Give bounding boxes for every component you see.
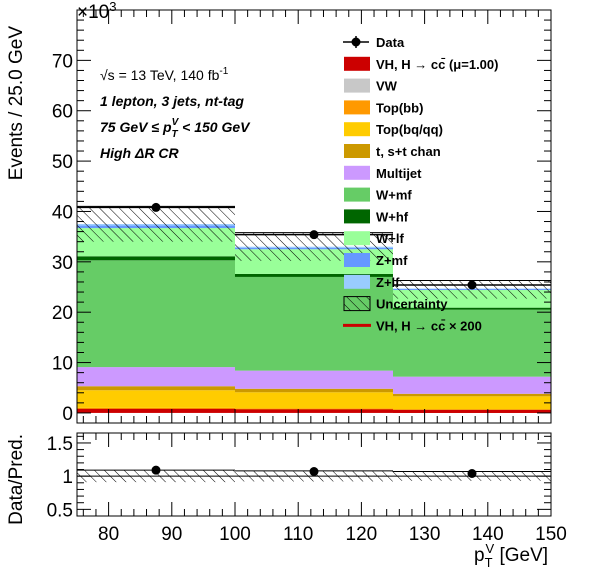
x-tick-labels: 80 90 100 110 120 130 140 150 (98, 524, 567, 545)
data-point-bin1 (309, 230, 319, 240)
legend-marker-data (351, 37, 361, 47)
stack-bar-w-mf-bin0 (77, 260, 235, 368)
main-ytick-label: 50 (52, 152, 73, 173)
data-point-bin2 (467, 280, 477, 290)
ratio-ytick-label: 1 (62, 467, 73, 488)
legend-swatch-vh-h-cc-1-00- (344, 56, 370, 71)
main-x-axis (82, 10, 552, 423)
legend-swatch-uncertainty (343, 296, 371, 312)
main-ytick-label: 30 (52, 253, 73, 274)
stack-bar-top-bb--bin1 (235, 408, 393, 410)
legend-swatch-z-mf (344, 253, 370, 267)
stack-bar-t-s-t-chan-bin1 (235, 388, 393, 393)
ratio-x-axis (82, 433, 552, 516)
main-ytick-label: 60 (52, 102, 73, 123)
legend-label-z-mf: Z+mf (376, 253, 408, 268)
stack-bar-top-bq-qq--bin1 (235, 392, 393, 409)
data-point-bin0 (151, 202, 161, 212)
xtick-label: 100 (219, 524, 251, 545)
ratio-point-bin1 (309, 467, 319, 477)
legend-label-w-hf: W+hf (376, 209, 409, 224)
main-y-axis: 0 10 20 30 40 50 60 70 (52, 19, 551, 425)
annotation-ptv-range: 75 GeV ≤ pTV < 150 GeV (100, 117, 251, 140)
ratio-point-bin2 (467, 469, 477, 479)
legend-swatch-multijet (344, 165, 370, 180)
stack-bar-w-hf-bin1 (235, 273, 393, 277)
legend-swatch-w-hf (344, 209, 370, 224)
legend-label-w-mf: W+mf (376, 188, 412, 203)
stack-bar-w-mf-bin2 (393, 309, 551, 377)
annotation-energy: √s = 13 TeV, 140 fb-1 (100, 66, 229, 83)
legend-swatch-top-bb- (344, 100, 370, 115)
main-ytick-label: 10 (52, 354, 73, 375)
stack-bar-w-hf-bin2 (393, 307, 551, 310)
xtick-label: 110 (283, 524, 313, 545)
xtick-label: 140 (472, 524, 504, 545)
legend-label-top-bq-qq-: Top(bq/qq) (376, 122, 443, 137)
exponent-label: ×103 (77, 0, 116, 23)
ratio-ytick-label: 1.5 (47, 434, 73, 455)
legend-label-t-s-t-chan: t, s+t chan (376, 144, 441, 159)
main-ytick-label: 40 (52, 202, 73, 223)
stack-bar-top-bq-qq--bin0 (77, 390, 235, 408)
legend-label-z-lf: Z+lf (376, 275, 400, 290)
stack-bar-top-bb--bin0 (77, 407, 235, 410)
legend-swatch-w-lf (344, 231, 370, 246)
main-ytick-label: 0 (62, 404, 73, 425)
legend-swatch-z-lf (344, 274, 370, 289)
legend: Data VH, H → cc̄ (μ=1.00) VW Top(bb) Top(bq/… (343, 35, 498, 333)
main-ytick-label: 70 (52, 51, 73, 72)
stack-bar-t-s-t-chan-bin2 (393, 393, 551, 397)
annotation-cr: High ΔR CR (100, 145, 180, 161)
legend-label-data: Data (376, 35, 405, 50)
legend-swatch-w-mf (344, 187, 370, 202)
ratio-point-bin0 (151, 465, 161, 475)
xtick-label: 80 (98, 524, 119, 545)
legend-label-w-lf: W+lf (376, 231, 404, 246)
main-frame (76, 9, 552, 424)
stack-bar-top-bq-qq--bin2 (393, 396, 551, 410)
stack-bar-multijet-bin2 (393, 376, 551, 394)
stack-bar-t-s-t-chan-bin0 (77, 386, 235, 391)
stack-bar-w-hf-bin0 (77, 256, 235, 261)
stack-bar-w-mf-bin1 (235, 276, 393, 371)
xtick-label: 120 (346, 524, 378, 545)
legend-label-multijet: Multijet (376, 166, 422, 181)
main-y-title: Events / 25.0 GeV (6, 26, 27, 181)
stack-bar-multijet-bin0 (77, 367, 235, 387)
xtick-label: 90 (161, 524, 182, 545)
legend-swatch-vw (344, 78, 370, 93)
ratio-frame (76, 432, 552, 517)
xtick-label: 150 (535, 524, 567, 545)
legend-label-vh-h-cc-200: VH, H → cc̄ × 200 (376, 318, 482, 333)
legend-label-vw: VW (376, 79, 398, 94)
ratio-y-title: Data/Pred. (6, 434, 27, 525)
legend-label-uncertainty: Uncertainty (376, 297, 448, 312)
x-axis-title: pTV [GeV] (474, 541, 548, 570)
ratio-ytick-label: 0.5 (47, 500, 73, 521)
legend-swatch-t-s-t-chan (344, 144, 370, 158)
stack-bar-top-bb--bin2 (393, 409, 551, 411)
main-ytick-label: 20 (52, 303, 73, 324)
legend-label-vh-h-cc-1-00-: VH, H → cc̄ (μ=1.00) (376, 57, 498, 72)
legend-swatch-top-bq-qq- (344, 122, 370, 137)
stack-bar-multijet-bin1 (235, 370, 393, 389)
ratio-y-axis: 0.5 1 1.5 (47, 434, 551, 521)
annotation-region: 1 lepton, 3 jets, nt-tag (100, 93, 244, 109)
xtick-label: 130 (409, 524, 441, 545)
stack-group (77, 224, 551, 413)
uncertainty-band-bin0 (77, 206, 235, 242)
legend-label-top-bb-: Top(bb) (376, 100, 423, 115)
